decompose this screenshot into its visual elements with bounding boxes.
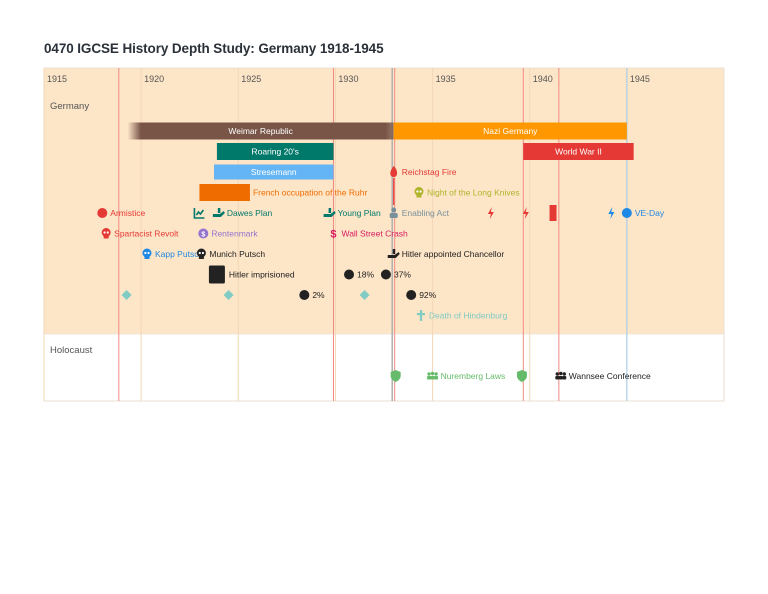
event-label: Death of Hindenburg bbox=[429, 311, 508, 321]
event-label: Hitler appointed Chancellor bbox=[402, 249, 505, 259]
cross-icon bbox=[416, 310, 425, 321]
event-label: Armistice bbox=[110, 208, 145, 218]
span-bar bbox=[523, 143, 634, 160]
holocaust-band bbox=[43, 333, 725, 402]
event-label: Reichstag Fire bbox=[402, 167, 457, 177]
event-label: Wall Street Crash bbox=[341, 229, 408, 239]
span-bar bbox=[127, 122, 394, 140]
span-label: World War II bbox=[555, 147, 602, 157]
tick-label: 1915 bbox=[47, 74, 67, 84]
event-label: Wannsee Conference bbox=[569, 371, 651, 381]
span-bar bbox=[393, 122, 627, 140]
square-icon bbox=[208, 265, 225, 284]
dot-icon bbox=[380, 269, 391, 280]
event-label: 18% bbox=[357, 270, 374, 280]
people-icon bbox=[427, 371, 439, 380]
shield-icon bbox=[390, 370, 401, 382]
diamond-icon bbox=[121, 290, 132, 300]
span-bar bbox=[216, 143, 334, 160]
bolt-icon bbox=[487, 207, 494, 219]
dot-icon bbox=[621, 208, 632, 218]
dot-icon bbox=[97, 208, 108, 218]
event-label: Kapp Putsch bbox=[155, 249, 203, 259]
coin-icon: $ bbox=[198, 228, 209, 239]
event-label: Enabling Act bbox=[402, 208, 450, 218]
event-label: VE-Day bbox=[635, 208, 665, 218]
tick-label: 1920 bbox=[144, 74, 164, 84]
span-label: French occupation of the Ruhr bbox=[253, 188, 368, 198]
skull-icon bbox=[414, 187, 424, 198]
hand-icon bbox=[387, 249, 400, 258]
span-label: Roaring 20's bbox=[251, 147, 298, 157]
fire-icon bbox=[390, 166, 398, 177]
span-bar bbox=[199, 184, 250, 201]
group-label: Germany bbox=[50, 101, 89, 112]
svg-text:$: $ bbox=[201, 231, 205, 238]
event-label: Night of the Long Knives bbox=[427, 188, 520, 198]
germany-band bbox=[44, 68, 724, 334]
hand-icon bbox=[323, 208, 336, 217]
bolt-icon bbox=[608, 207, 615, 219]
event-label: Rentenmark bbox=[211, 229, 258, 239]
skull-icon bbox=[196, 248, 206, 259]
event-label: Nuremberg Laws bbox=[441, 371, 506, 381]
tick-label: 1925 bbox=[241, 74, 261, 84]
span-bar bbox=[214, 164, 334, 180]
chart-icon bbox=[193, 208, 205, 219]
event-label: 92% bbox=[419, 290, 436, 300]
skull-icon bbox=[142, 248, 152, 259]
person-icon bbox=[389, 207, 398, 218]
span-label: Nazi Germany bbox=[483, 126, 538, 136]
event-label: Munich Putsch bbox=[209, 249, 265, 259]
span-label: Weimar Republic bbox=[228, 126, 293, 136]
event-label: Hitler imprisioned bbox=[229, 270, 295, 280]
bar-icon bbox=[549, 205, 557, 221]
diamond-icon bbox=[223, 290, 234, 300]
dollar-icon: $ bbox=[330, 229, 336, 241]
event-label: Spartacist Revolt bbox=[114, 229, 179, 239]
event-label: Young Plan bbox=[338, 208, 381, 218]
tick-label: 1945 bbox=[630, 74, 650, 84]
diamond-icon bbox=[359, 290, 370, 300]
event-label: 37% bbox=[394, 270, 411, 280]
skull-icon bbox=[101, 228, 111, 239]
event-label: Dawes Plan bbox=[227, 208, 273, 218]
dot-icon bbox=[406, 290, 417, 300]
dot-icon bbox=[299, 290, 310, 300]
event-label: 2% bbox=[312, 290, 325, 300]
chart-title: 0470 IGCSE History Depth Study: Germany … bbox=[44, 41, 384, 56]
dot-icon bbox=[344, 269, 355, 280]
tick-label: 1930 bbox=[338, 74, 358, 84]
hand-icon bbox=[212, 208, 225, 217]
tick-label: 1935 bbox=[436, 74, 456, 84]
span-label: Stresemann bbox=[251, 167, 297, 177]
group-label: Holocaust bbox=[50, 345, 93, 356]
svg-text:$: $ bbox=[330, 229, 336, 241]
tick-label: 1940 bbox=[533, 74, 553, 84]
shield-icon bbox=[516, 370, 527, 382]
people-icon bbox=[555, 371, 567, 380]
bolt-icon bbox=[522, 207, 529, 219]
